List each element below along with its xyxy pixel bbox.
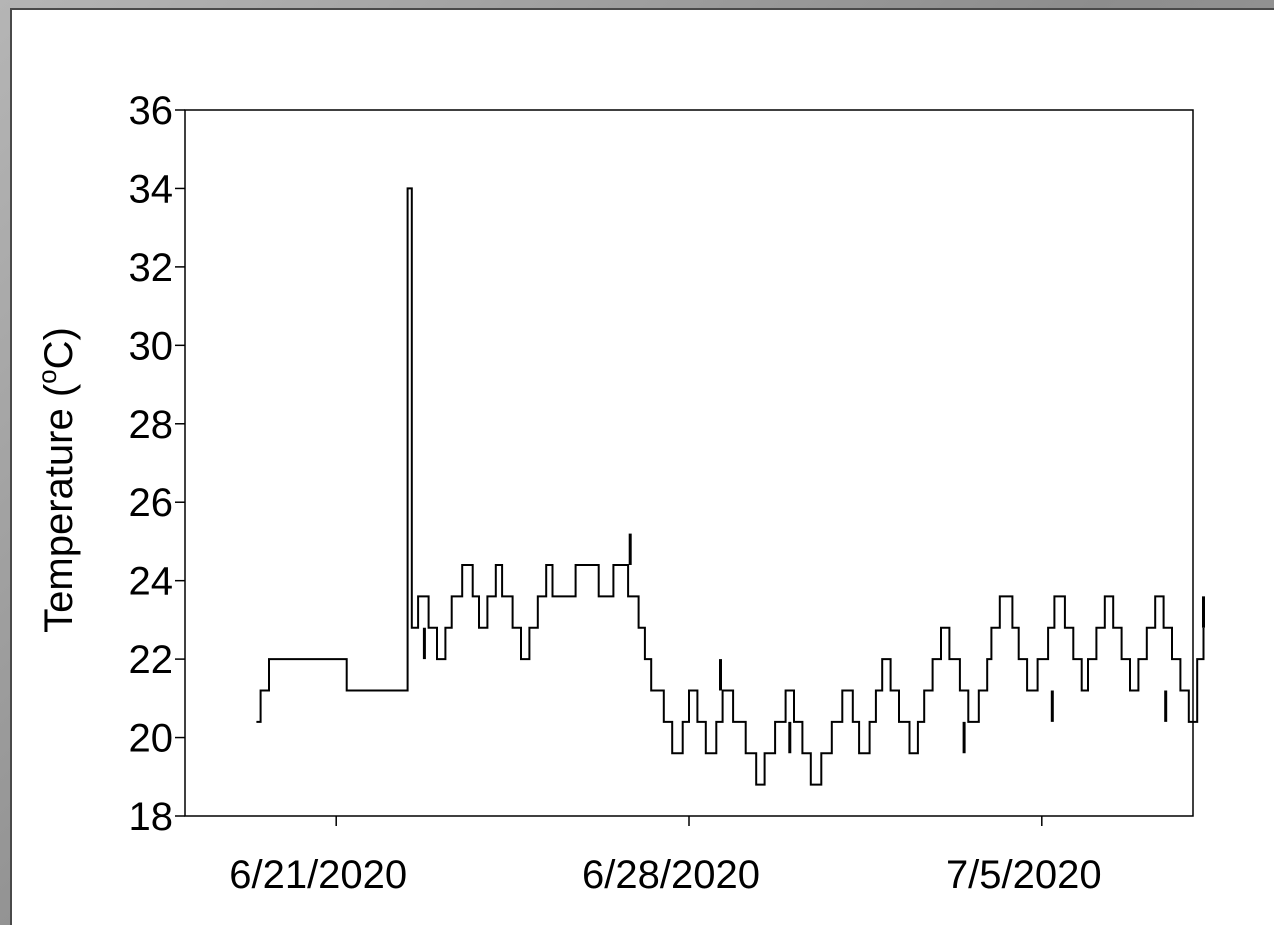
y-tick-label: 30	[129, 324, 174, 368]
axis-layer: 18 20 22 24 26 28 30 32 34 36 6/21/2020 6/28/2020 7/…	[129, 89, 1102, 897]
y-tick-label: 18	[129, 795, 174, 839]
series-layer	[256, 187, 1205, 786]
y-tick-label: 34	[129, 167, 174, 211]
y-tick-label: 24	[129, 560, 174, 604]
chart-canvas: 18 20 22 24 26 28 30 32 34 36 6/21/2020 6/28/2020 7/…	[10, 8, 1274, 925]
y-tick-label: 22	[129, 638, 174, 682]
temperature-chart: 18 20 22 24 26 28 30 32 34 36 6/21/2020 6/28/2020 7/…	[32, 89, 1205, 897]
x-tick-label: 6/28/2020	[582, 853, 760, 897]
y-tick-label: 26	[129, 481, 174, 525]
y-axis-title: Temperature (oC)	[32, 327, 81, 633]
y-tick-label: 28	[129, 403, 174, 447]
temperature-series-line	[256, 187, 1205, 786]
y-tick-label: 32	[129, 246, 174, 290]
x-tick-label: 7/5/2020	[946, 853, 1102, 897]
y-tick-label: 36	[129, 89, 174, 133]
y-tick-label: 20	[129, 717, 174, 761]
x-tick-label: 6/21/2020	[229, 853, 407, 897]
